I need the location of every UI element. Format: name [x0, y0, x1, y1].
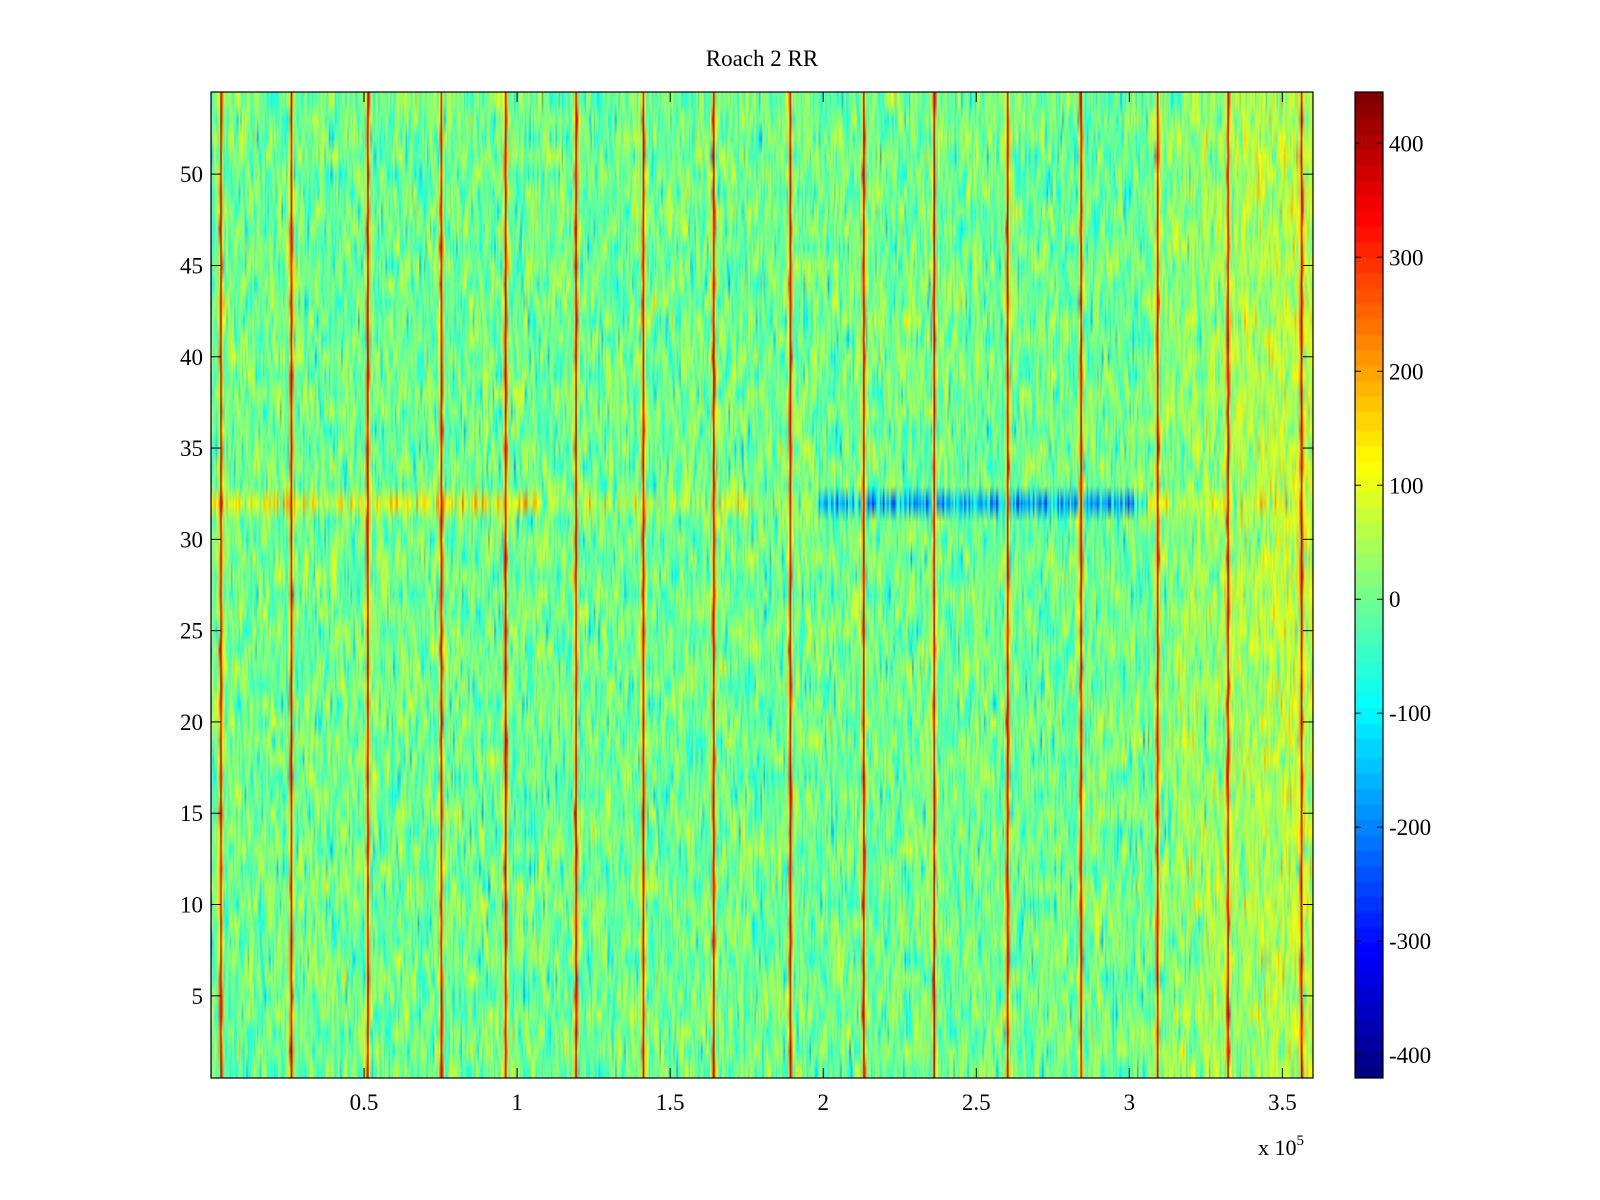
colorbar: 400 300 200 100 0 -100 -200 -300 -400	[1354, 91, 1431, 1079]
y-tick-label: 10	[180, 893, 203, 918]
y-tick-label: 45	[180, 253, 203, 278]
colorbar-frame	[1354, 91, 1384, 1079]
x-tick-label: 1.5	[656, 1090, 685, 1115]
x-axis-multiplier: x 105	[1258, 1133, 1304, 1160]
colorbar-tick-label: 400	[1389, 131, 1424, 156]
x-axis-multiplier-base: x 10	[1258, 1135, 1297, 1160]
y-axis: 5 10 15 20 25 30 35 40 45 50	[180, 162, 1313, 1009]
colorbar-tick-label: -400	[1389, 1043, 1431, 1068]
x-axis: 0.5 1 1.5 2 2.5 3 3.5	[350, 92, 1297, 1115]
y-tick-label: 40	[180, 345, 203, 370]
colorbar-tick-label: -300	[1389, 929, 1431, 954]
x-tick-label: 3	[1124, 1090, 1136, 1115]
y-tick-label: 50	[180, 162, 203, 187]
colorbar-tick-label: -100	[1389, 701, 1431, 726]
heatmap-image	[211, 92, 1313, 1078]
colorbar-tick-label: 200	[1389, 359, 1424, 384]
heatmap-plot-area	[210, 91, 1314, 1079]
colorbar-tick-label: -200	[1389, 815, 1431, 840]
colorbar-tick-label: 300	[1389, 245, 1424, 270]
plot-frame	[210, 91, 1314, 1079]
chart-title: Roach 2 RR	[706, 46, 819, 71]
x-tick-label: 2	[817, 1090, 829, 1115]
colorbar-gradient	[1355, 92, 1383, 1078]
y-tick-label: 35	[180, 436, 203, 461]
colorbar-tick-label: 100	[1389, 473, 1424, 498]
y-tick-label: 5	[192, 984, 204, 1009]
y-tick-label: 25	[180, 619, 203, 644]
x-tick-label: 0.5	[350, 1090, 379, 1115]
x-axis-multiplier-exponent: 5	[1297, 1133, 1305, 1149]
y-tick-label: 30	[180, 527, 203, 552]
x-tick-label: 3.5	[1268, 1090, 1297, 1115]
x-tick-label: 1	[511, 1090, 523, 1115]
colorbar-tick-label: 0	[1389, 587, 1401, 612]
y-tick-label: 15	[180, 801, 203, 826]
y-tick-label: 20	[180, 710, 203, 735]
colorbar-ticks: 400 300 200 100 0 -100 -200 -300 -400	[1355, 131, 1431, 1068]
x-tick-label: 2.5	[962, 1090, 991, 1115]
